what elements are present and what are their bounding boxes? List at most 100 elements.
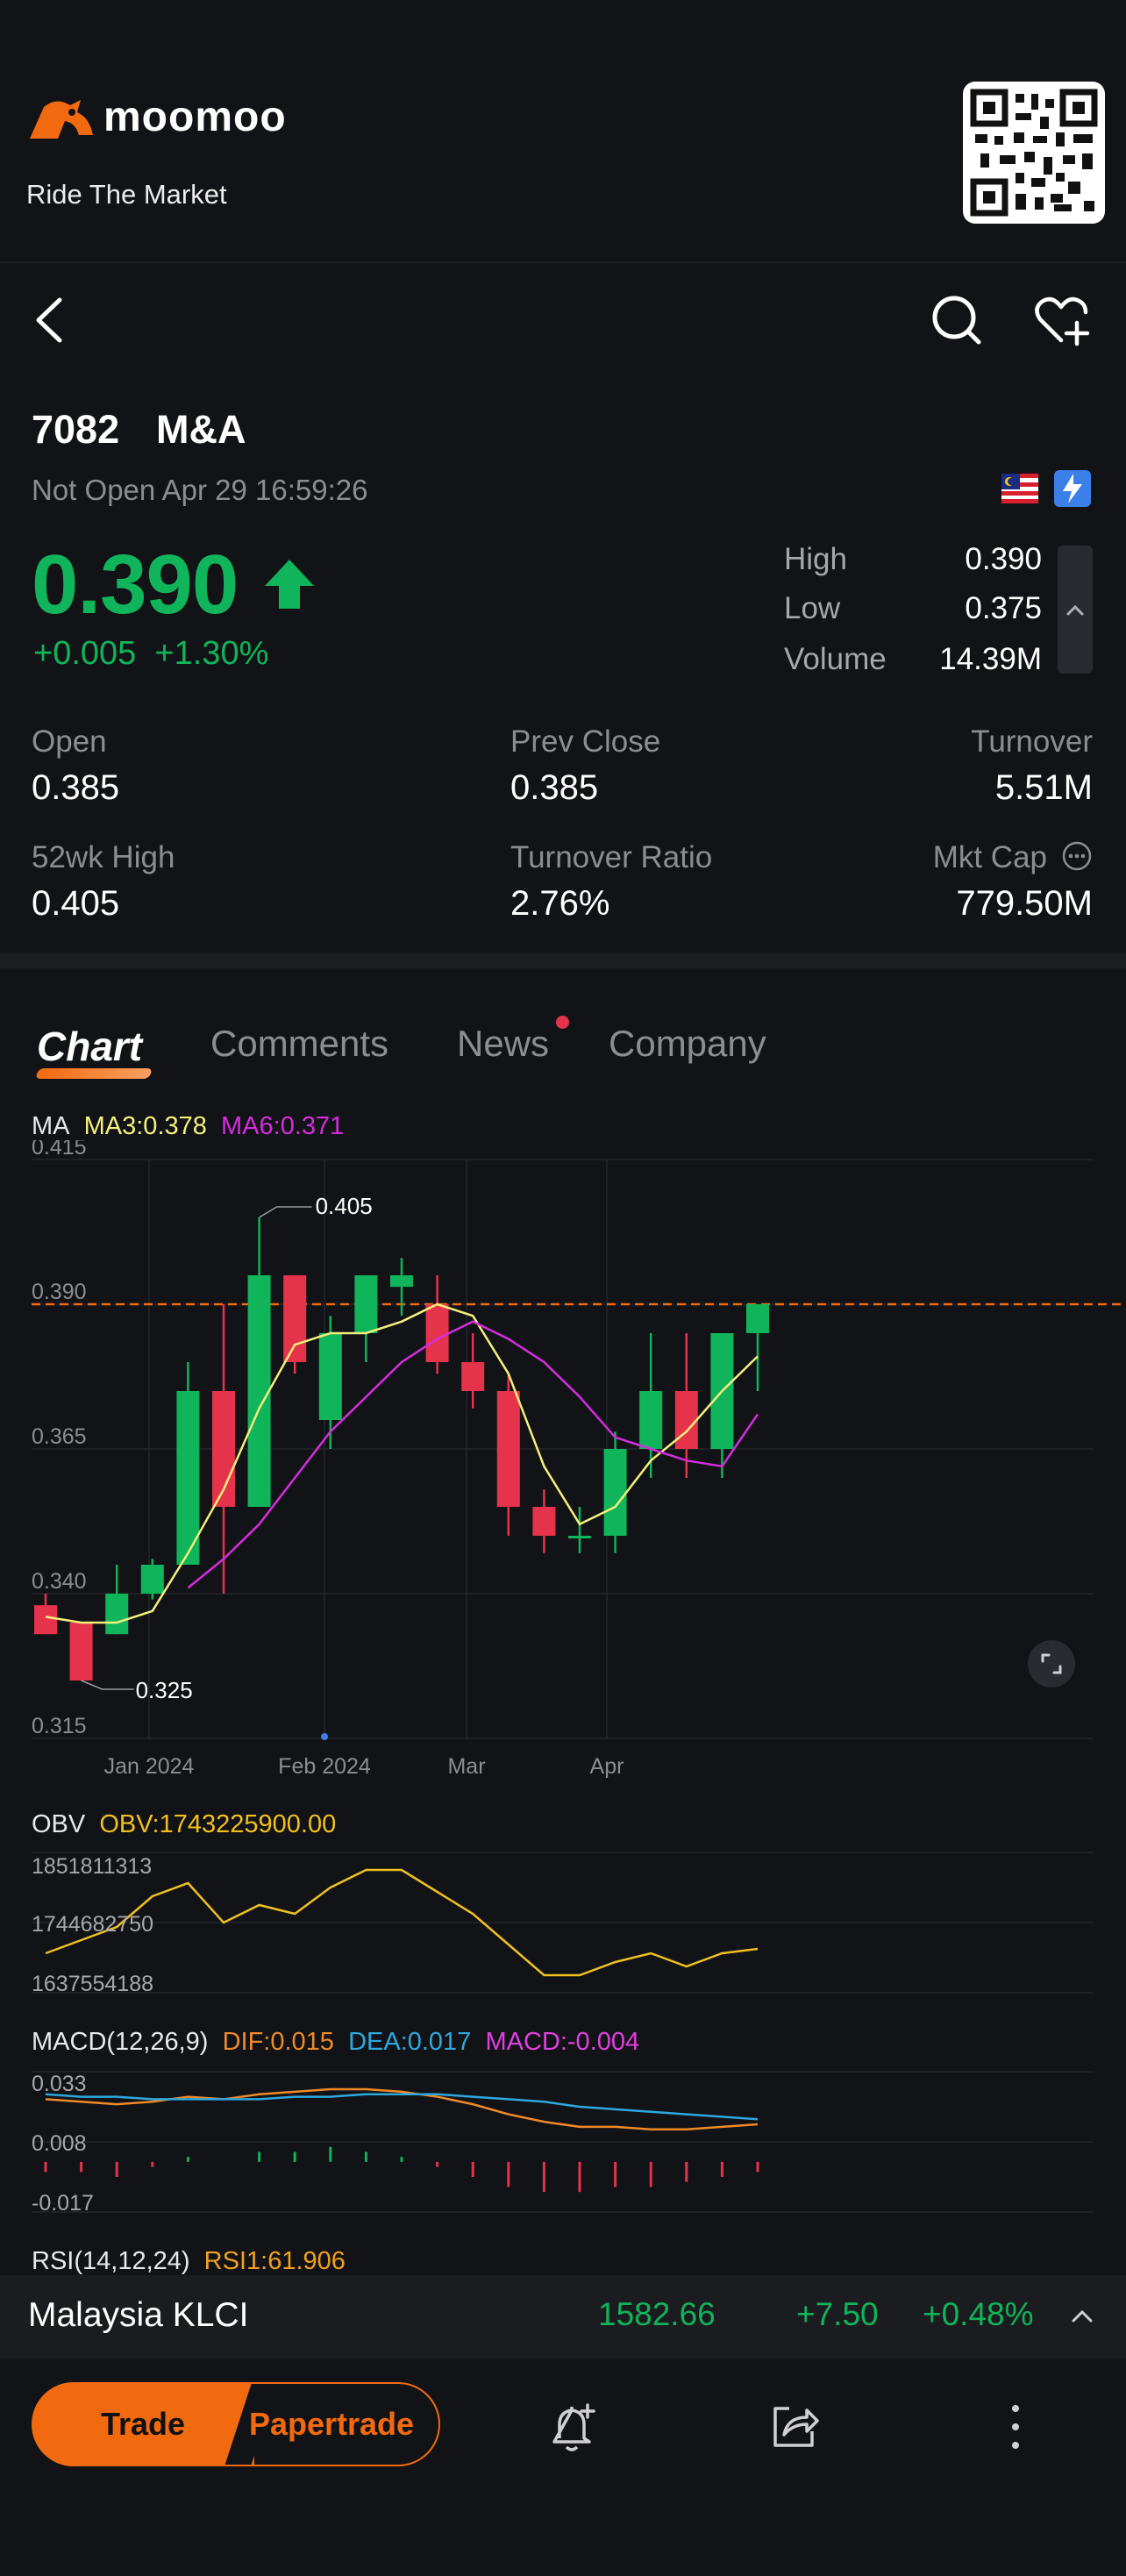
mkt-cap-value: 779.50M — [956, 884, 1093, 923]
index-change-pct: +0.48% — [923, 2296, 1034, 2332]
candle-body — [283, 1275, 307, 1362]
y-tick-label: 0.315 — [32, 1714, 87, 1738]
x-tick-label: Apr — [590, 1754, 624, 1779]
add-to-watchlist-icon[interactable] — [1031, 289, 1093, 351]
high-value: 0.390 — [965, 542, 1042, 576]
tab-comments[interactable]: Comments — [210, 1023, 389, 1064]
obv-title: OBV — [32, 1810, 86, 1838]
ma6-line — [187, 1320, 759, 1589]
price-change-value: +0.005 — [33, 635, 137, 672]
back-icon[interactable] — [19, 289, 81, 351]
candle-body — [390, 1275, 413, 1288]
rsi-title: RSI(14,12,24) — [32, 2247, 190, 2275]
candle-body — [354, 1275, 378, 1333]
price-change: +0.005 +1.30% — [33, 635, 268, 673]
candle-body — [496, 1391, 520, 1507]
index-bar[interactable] — [0, 2275, 1126, 2359]
share-icon[interactable] — [763, 2396, 824, 2458]
papertrade-button[interactable]: Papertrade — [224, 2382, 440, 2466]
collapse-details-button[interactable] — [1058, 546, 1093, 674]
trade-button[interactable]: Trade — [32, 2382, 254, 2466]
volume-value: 14.39M — [939, 642, 1042, 676]
macd-chart[interactable]: 0.033 0.008 -0.017 — [0, 2061, 1126, 2219]
fullscreen-icon[interactable] — [1028, 1640, 1075, 1688]
candle-body — [461, 1362, 485, 1391]
52wk-high-label: 52wk High — [32, 840, 175, 874]
index-value: 1582.66 — [598, 2296, 716, 2332]
candle-body — [176, 1391, 200, 1565]
index-change: +7.50 — [796, 2296, 879, 2332]
qr-code-icon — [963, 82, 1105, 224]
marker-dot — [321, 1733, 328, 1740]
y-tick-label: 0.390 — [32, 1280, 87, 1304]
news-notification-dot — [556, 1016, 569, 1029]
ma3-line — [45, 1302, 759, 1624]
ma-legend[interactable]: MA MA3:0.378 MA6:0.371 — [32, 1112, 344, 1141]
ma6-value: MA6:0.371 — [221, 1112, 345, 1140]
volume-label: Volume — [784, 642, 887, 676]
current-price: 0.390 — [32, 538, 239, 632]
macd-legend[interactable]: MACD(12,26,9) DIF:0.015 DEA:0.017 MACD:-… — [32, 2028, 639, 2057]
obv-chart[interactable]: 1851811313 1744682750 1637554188 — [0, 1842, 1126, 2000]
obv-value: OBV:1743225900.00 — [99, 1810, 337, 1838]
rsi-legend[interactable]: RSI(14,12,24) RSI1:61.906 — [32, 2247, 346, 2276]
candle-body — [674, 1391, 698, 1449]
x-tick-label: Feb 2024 — [278, 1754, 371, 1779]
price-alert-icon[interactable] — [542, 2396, 603, 2458]
high-label: High — [784, 542, 847, 576]
candle-body — [568, 1536, 591, 1538]
low-value: 0.375 — [965, 591, 1042, 625]
candle-body — [34, 1605, 57, 1635]
market-status: Not Open Apr 29 16:59:26 — [32, 474, 368, 506]
candle-body — [639, 1391, 663, 1449]
tab-chart[interactable]: Chart — [37, 1024, 143, 1069]
tab-news[interactable]: News — [457, 1023, 550, 1064]
more-info-icon[interactable] — [1061, 840, 1093, 872]
ma3-value: MA3:0.378 — [83, 1112, 207, 1140]
section-divider — [0, 953, 1126, 968]
x-tick-label: Jan 2024 — [104, 1754, 195, 1779]
candle-body — [532, 1507, 556, 1536]
index-name: Malaysia KLCI — [28, 2296, 249, 2334]
52wk-high-value: 0.405 — [32, 884, 120, 923]
tab-company[interactable]: Company — [609, 1023, 766, 1064]
y-tick-label: 0.033 — [32, 2072, 87, 2096]
dea-value: DEA:0.017 — [348, 2028, 472, 2056]
candle-body — [247, 1275, 271, 1507]
moomoo-logo-icon — [26, 96, 96, 146]
obv-line — [45, 1868, 759, 1977]
turnover-label: Turnover — [971, 724, 1093, 759]
y-tick-label: 0.365 — [32, 1424, 87, 1449]
y-tick-label: 0.415 — [32, 1140, 87, 1160]
dif-value: DIF:0.015 — [222, 2028, 334, 2056]
candle-body — [69, 1623, 93, 1680]
open-label: Open — [32, 724, 107, 759]
candle-body — [603, 1449, 627, 1536]
candle-body — [318, 1333, 342, 1420]
turnover-ratio-value: 2.76% — [510, 884, 610, 923]
price-up-arrow-icon — [263, 558, 316, 610]
turnover-value: 5.51M — [994, 768, 1093, 807]
expand-index-icon[interactable] — [1068, 2303, 1096, 2331]
quick-trade-icon[interactable] — [1054, 470, 1091, 507]
candle-body — [425, 1304, 449, 1362]
prev-close-value: 0.385 — [510, 768, 599, 807]
rsi1-value: RSI1:61.906 — [203, 2247, 346, 2275]
search-icon[interactable] — [926, 289, 987, 351]
y-tick-label: -0.017 — [32, 2191, 94, 2216]
price-chart[interactable]: 0.415 0.390 0.365 0.340 0.315 Jan 2024 Feb 202… — [0, 1140, 1126, 1789]
obv-legend[interactable]: OBV OBV:1743225900.00 — [32, 1810, 336, 1839]
brand-tagline: Ride The Market — [26, 179, 227, 210]
malaysia-flag-icon — [1001, 470, 1038, 507]
tab-chart-underline — [34, 1068, 153, 1079]
y-tick-label: 1744682750 — [32, 1912, 153, 1937]
prev-close-label: Prev Close — [510, 724, 661, 759]
stock-name: M&A — [156, 407, 246, 452]
turnover-ratio-label: Turnover Ratio — [510, 840, 713, 874]
candle-body — [105, 1594, 129, 1635]
y-tick-label: 1637554188 — [32, 1972, 153, 1996]
y-tick-label: 0.340 — [32, 1569, 87, 1594]
high-annotation-line — [259, 1206, 312, 1218]
brand-name: moomoo — [103, 94, 287, 140]
more-options-icon[interactable] — [1000, 2396, 1031, 2458]
